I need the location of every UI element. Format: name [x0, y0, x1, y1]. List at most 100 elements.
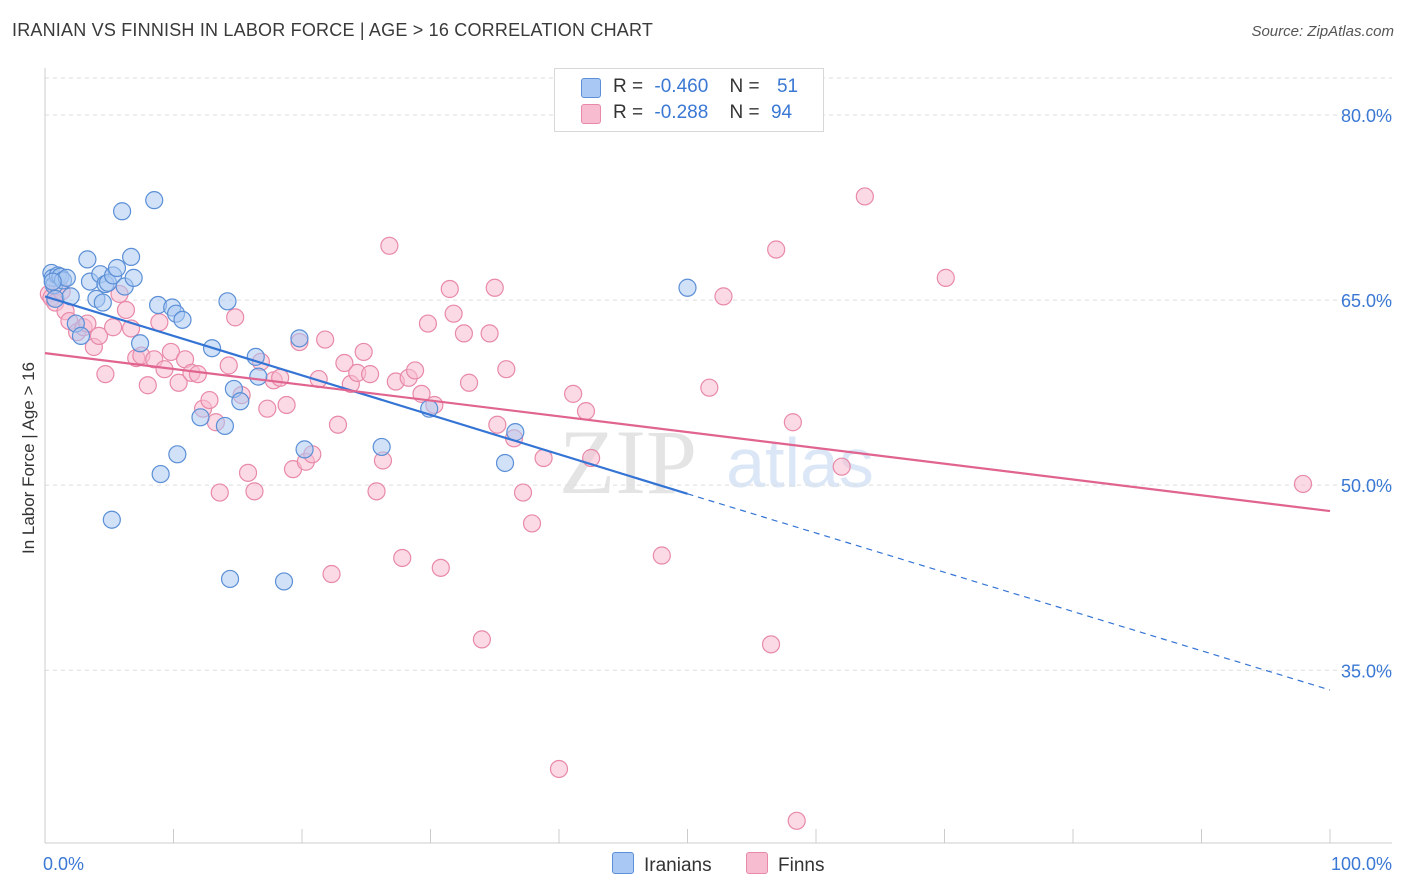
y-tick-label: 80.0% — [1341, 106, 1392, 126]
n-label: N = — [729, 102, 760, 123]
axes — [44, 68, 1392, 844]
finns-point — [380, 236, 399, 255]
iranians-point — [121, 247, 141, 267]
iranians-point — [71, 326, 91, 345]
iranians-legend-swatch — [612, 852, 634, 874]
n-value: 94 — [770, 102, 793, 123]
finns-trend-line — [44, 352, 1331, 513]
source-label: Source: ZipAtlas.com — [1251, 23, 1394, 40]
iranians-point — [246, 347, 265, 366]
gridlines — [45, 77, 1392, 671]
legend-item-finns[interactable]: Finns — [746, 852, 824, 877]
finns-point — [335, 353, 354, 373]
finns-point — [96, 365, 115, 384]
n-label: N = — [729, 76, 760, 97]
y-tick-labels: 80.0% 65.0% 50.0% 35.0% — [1341, 106, 1392, 681]
iranians-point — [151, 464, 170, 484]
iranians-point — [191, 408, 210, 427]
finns-point — [238, 463, 258, 482]
finns-point — [787, 811, 806, 830]
x-tick-label: 0.0% — [43, 854, 84, 874]
iranians-point — [274, 572, 294, 591]
watermark-atlas: atlas — [726, 424, 874, 502]
finns-point — [522, 514, 542, 533]
finns-point — [855, 187, 874, 206]
finns-point — [549, 759, 569, 779]
r-label: R = — [613, 102, 644, 123]
finns-point — [258, 399, 277, 418]
iranians-point — [372, 437, 391, 457]
finns-point — [361, 365, 380, 384]
watermark: ZIP atlas — [559, 411, 874, 513]
finns-point — [316, 330, 335, 349]
iranians-point — [78, 250, 97, 269]
iranians-point — [231, 392, 250, 411]
r-value: -0.288 — [654, 102, 709, 123]
finns-point — [761, 635, 781, 654]
finns-point — [444, 304, 463, 323]
iranians-point — [678, 278, 697, 297]
iranians-point — [215, 416, 234, 436]
finns-point — [150, 313, 169, 332]
finns-point — [116, 300, 136, 320]
finns-legend-swatch — [746, 852, 768, 874]
finns-point — [700, 378, 719, 397]
r-value: -0.460 — [654, 76, 709, 97]
y-tick-label: 65.0% — [1341, 291, 1392, 311]
iranians-point — [107, 258, 127, 278]
iranians-point — [93, 293, 112, 312]
finns-point — [459, 373, 479, 392]
legend-item-iranians[interactable]: Iranians — [612, 852, 712, 877]
finns-point — [169, 373, 188, 392]
finns-point — [767, 240, 786, 259]
correlation-legend: R = -0.460 N = 51 R = -0.288 N = 94 — [554, 68, 824, 132]
finns-point — [513, 483, 533, 502]
finns-point — [188, 365, 208, 384]
finns-point — [431, 558, 450, 577]
finns-point — [161, 342, 181, 362]
series-iranians — [42, 191, 697, 591]
finns-swatch — [581, 104, 601, 124]
finns-point — [138, 376, 157, 395]
iranians-point — [124, 268, 143, 287]
finns-point — [405, 361, 425, 380]
n-value: 51 — [776, 76, 799, 97]
watermark-zip: ZIP — [559, 411, 697, 513]
iranians-point — [220, 569, 240, 589]
iranians-point — [130, 334, 150, 353]
iranians-point — [290, 329, 309, 348]
iranians-point — [112, 202, 132, 221]
finns-point — [783, 413, 802, 432]
iranians-point — [218, 292, 237, 311]
finns-point — [245, 482, 264, 501]
finns-point — [564, 384, 583, 403]
finns-point — [485, 278, 504, 297]
finns-point — [472, 630, 491, 649]
iranians-point — [102, 510, 121, 529]
finns-point — [440, 279, 459, 299]
finns-point — [354, 342, 373, 362]
iranians-legend-label: Iranians — [644, 855, 712, 876]
iranians-trend-extension — [687, 493, 1331, 691]
finns-point — [1293, 474, 1313, 494]
finns-point — [210, 483, 229, 502]
iranians-point — [43, 272, 62, 291]
finns-point — [89, 326, 109, 345]
finns-point — [497, 360, 516, 379]
finns-point — [652, 546, 671, 565]
iranians-swatch — [581, 78, 601, 98]
finns-point — [418, 314, 438, 333]
finns-point — [832, 457, 851, 476]
iranians-point — [495, 453, 515, 473]
x-tick-label: 100.0% — [1331, 854, 1392, 874]
finns-point — [936, 268, 955, 287]
trend-lines — [44, 295, 1331, 691]
finns-point — [104, 318, 123, 337]
y-tick-label: 35.0% — [1341, 661, 1392, 681]
finns-point — [226, 308, 245, 327]
finns-point — [219, 356, 238, 375]
y-tick-label: 50.0% — [1341, 476, 1392, 496]
x-tick-labels: 0.0% 100.0% — [43, 854, 1392, 874]
iranians-point — [295, 440, 314, 459]
